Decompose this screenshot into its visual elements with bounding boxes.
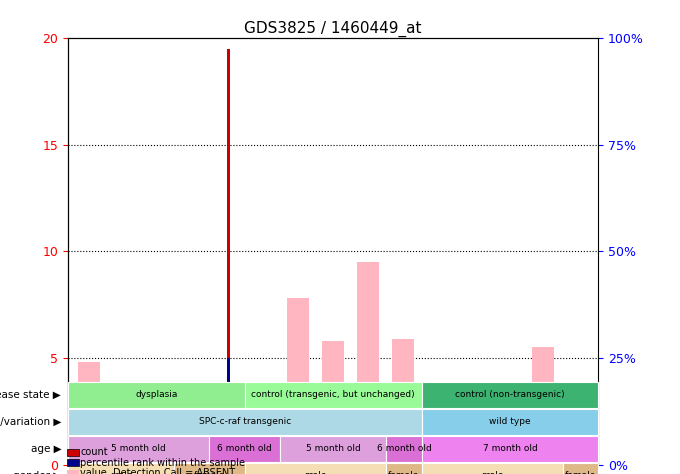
- Text: male: male: [481, 471, 504, 474]
- Bar: [427, 449, 449, 465]
- Text: female: female: [565, 471, 596, 474]
- Text: value, Detection Call = ABSENT: value, Detection Call = ABSENT: [80, 468, 235, 474]
- Text: 5 month old: 5 month old: [306, 444, 360, 453]
- Bar: [227, 358, 230, 465]
- Text: female: female: [388, 471, 420, 474]
- Bar: [541, 463, 544, 465]
- Text: disease state ▶: disease state ▶: [0, 390, 61, 400]
- Bar: [576, 460, 579, 465]
- Bar: [322, 341, 344, 465]
- Text: count: count: [80, 447, 108, 457]
- Bar: [537, 422, 549, 465]
- Bar: [292, 411, 305, 465]
- Text: male: male: [304, 471, 327, 474]
- Text: age ▶: age ▶: [31, 444, 61, 454]
- Bar: [122, 439, 125, 465]
- Bar: [357, 262, 379, 465]
- Text: male: male: [109, 471, 133, 474]
- Text: genotype/variation ▶: genotype/variation ▶: [0, 417, 61, 427]
- Text: 5 month old: 5 month old: [112, 444, 166, 453]
- Bar: [392, 338, 414, 465]
- Bar: [192, 458, 195, 465]
- Bar: [183, 454, 205, 465]
- Bar: [462, 460, 483, 465]
- Text: 7 month old: 7 month old: [483, 444, 537, 453]
- Bar: [262, 460, 265, 465]
- Bar: [496, 392, 519, 465]
- Bar: [362, 396, 374, 465]
- Bar: [227, 48, 230, 465]
- Text: 6 month old: 6 month old: [377, 444, 431, 453]
- Bar: [157, 439, 160, 465]
- Text: dysplasia: dysplasia: [135, 390, 177, 399]
- Text: 6 month old: 6 month old: [218, 444, 272, 453]
- Bar: [78, 362, 100, 465]
- Bar: [83, 418, 95, 465]
- Bar: [252, 460, 275, 465]
- Text: control (non-transgenic): control (non-transgenic): [455, 390, 565, 399]
- Text: SPC-c-raf transgenic: SPC-c-raf transgenic: [199, 417, 291, 426]
- Text: percentile rank within the sample: percentile rank within the sample: [80, 457, 245, 468]
- Bar: [327, 411, 339, 465]
- Bar: [532, 347, 554, 465]
- Bar: [288, 298, 309, 465]
- Text: female: female: [194, 471, 225, 474]
- Title: GDS3825 / 1460449_at: GDS3825 / 1460449_at: [244, 20, 422, 36]
- Bar: [566, 458, 588, 465]
- Text: gender ▶: gender ▶: [13, 471, 61, 474]
- Text: wild type: wild type: [489, 417, 531, 426]
- Text: control (transgenic, but unchanged): control (transgenic, but unchanged): [252, 390, 415, 399]
